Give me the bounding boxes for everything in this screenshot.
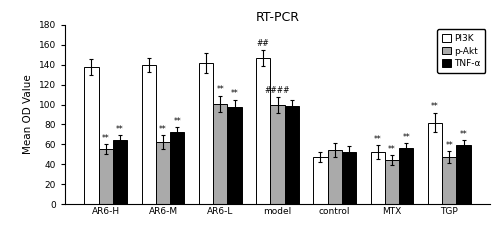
Bar [399,148,413,204]
Text: **: ** [230,89,238,98]
Bar [156,142,170,204]
Bar [442,157,456,204]
Text: **: ** [431,102,439,111]
Bar [142,65,156,204]
Text: ##: ## [257,39,270,48]
Bar [328,150,342,204]
Text: ####: #### [265,86,290,95]
Bar [370,152,385,204]
Text: **: ** [216,85,224,94]
Text: **: ** [102,134,110,143]
Text: **: ** [374,135,382,144]
Text: **: ** [446,141,453,150]
Bar [456,145,470,204]
Text: **: ** [116,125,124,134]
Text: **: ** [402,133,410,142]
Text: **: ** [159,125,167,134]
Y-axis label: Mean OD Value: Mean OD Value [23,75,33,154]
Bar [170,132,184,204]
Bar [385,160,399,204]
Legend: PI3K, p-Akt, TNF-α: PI3K, p-Akt, TNF-α [438,29,486,73]
Text: **: ** [174,117,181,126]
Bar [213,104,228,204]
Bar [428,123,442,204]
Bar [84,67,98,204]
Bar [284,106,299,204]
Bar [314,157,328,204]
Bar [270,105,284,204]
Bar [256,58,270,204]
Bar [342,152,356,204]
Bar [98,149,113,204]
Text: **: ** [388,145,396,154]
Bar [113,140,127,204]
Text: **: ** [460,130,468,139]
Bar [199,63,213,204]
Bar [228,107,241,204]
Title: RT-PCR: RT-PCR [256,11,300,24]
